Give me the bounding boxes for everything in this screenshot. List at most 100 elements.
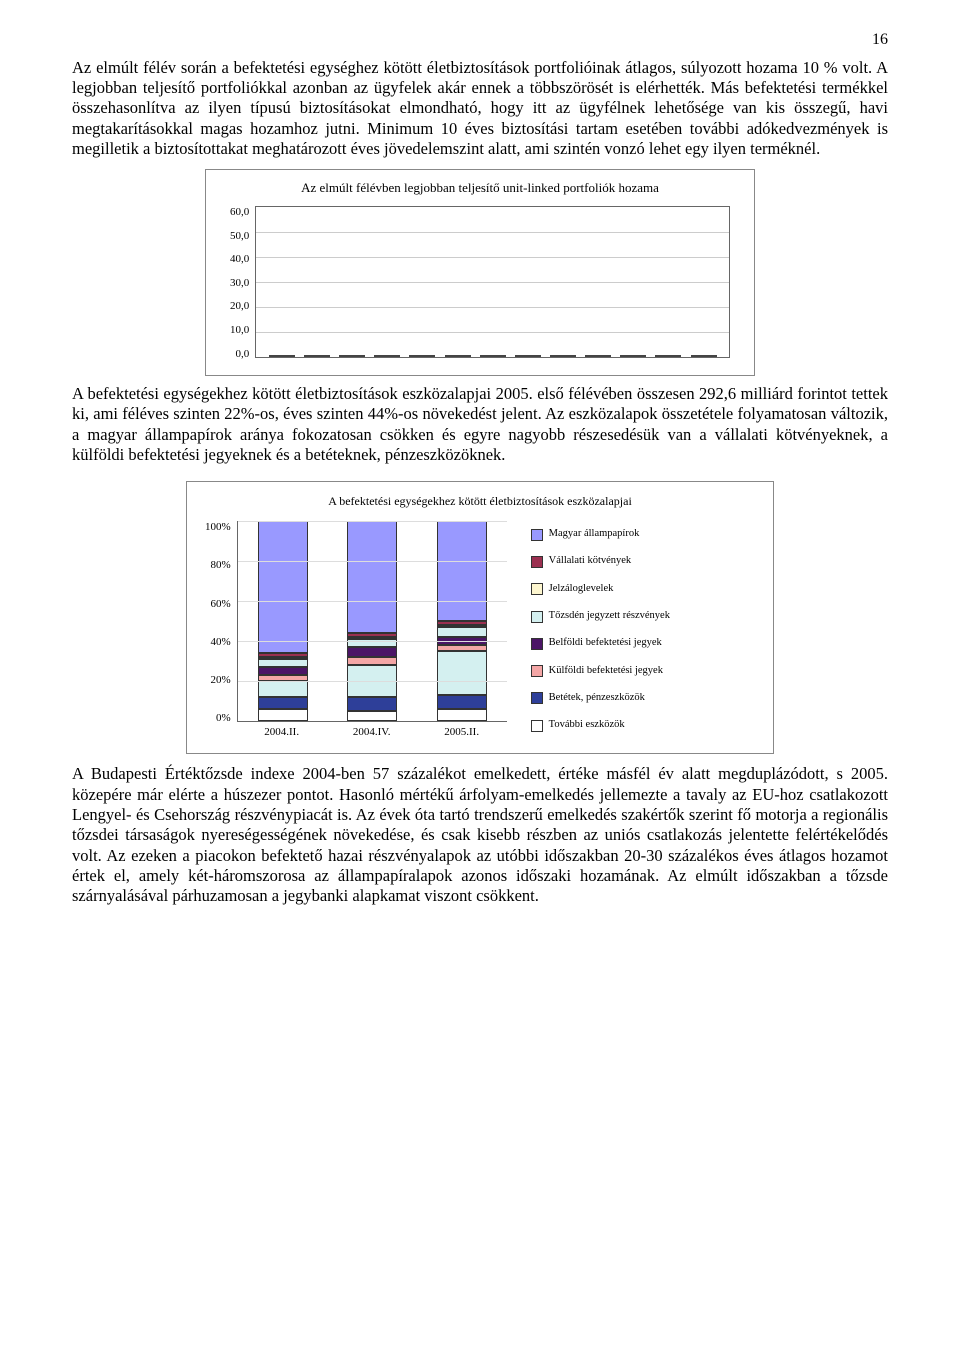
legend-label: Betétek, pénzeszközök (549, 692, 645, 705)
chart2-ytick: 60% (205, 598, 231, 612)
legend-item: Magyar állampapírok (531, 528, 755, 541)
chart1-bar (620, 355, 646, 357)
legend-swatch (531, 583, 543, 595)
chart1-bar (445, 355, 471, 357)
chart2-segment (437, 709, 487, 721)
chart2-segment (258, 659, 308, 667)
chart1-bar-slot (475, 355, 510, 357)
chart1-bar-slot (545, 355, 580, 357)
chart1-bar (655, 355, 681, 357)
chart1-bar (515, 355, 541, 357)
chart1-bar-slot (299, 355, 334, 357)
legend-swatch (531, 638, 543, 650)
chart1-bar-slot (370, 355, 405, 357)
chart2-segment (437, 695, 487, 709)
chart1-bar (585, 355, 611, 357)
chart2-body: 100%80%60%40%20%0% 2004.II.2004.IV.2005.… (205, 521, 755, 740)
chart2-segment (258, 667, 308, 675)
legend-swatch (531, 692, 543, 704)
chart1-bar (691, 355, 717, 357)
chart1-plot (255, 206, 730, 358)
chart2-segment (258, 521, 308, 653)
legend-swatch (531, 611, 543, 623)
chart2-gridline (238, 561, 507, 562)
chart2-ytick: 40% (205, 636, 231, 650)
legend-item: További eszközök (531, 719, 755, 732)
chart1-gridline (256, 232, 729, 233)
chart2-segment (347, 521, 397, 633)
chart2-stacked-bar (437, 521, 487, 721)
chart2-segment (347, 697, 397, 711)
chart2-plot-column: 2004.II.2004.IV.2005.II. (237, 521, 507, 740)
chart2-segment (258, 709, 308, 721)
chart1-bar-slot (510, 355, 545, 357)
chart2-y-axis-labels: 100%80%60%40%20%0% (205, 521, 237, 726)
paragraph-2: A befektetési egységekhez kötött életbiz… (72, 384, 888, 465)
legend-item: Betétek, pénzeszközök (531, 692, 755, 705)
legend-swatch (531, 720, 543, 732)
chart1-ytick: 50,0 (230, 230, 249, 244)
chart2-segment (347, 647, 397, 657)
chart2-xtick: 2005.II. (437, 726, 487, 740)
chart2-segment (347, 711, 397, 721)
chart1-bar (339, 355, 365, 357)
legend-label: Jelzáloglevelek (549, 583, 614, 596)
paragraph-1: Az elmúlt félév során a befektetési egys… (72, 58, 888, 159)
chart-asset-composition: A befektetési egységekhez kötött életbiz… (186, 481, 774, 754)
chart1-ytick: 40,0 (230, 253, 249, 267)
chart1-bar-slot (686, 355, 721, 357)
chart1-bar-slot (440, 355, 475, 357)
chart2-segment (347, 657, 397, 665)
chart2-plot (237, 521, 507, 722)
chart2-ytick: 20% (205, 674, 231, 688)
chart2-segment (437, 521, 487, 621)
chart1-bar (550, 355, 576, 357)
chart1-ytick: 60,0 (230, 206, 249, 220)
chart1-bar (304, 355, 330, 357)
chart1-ytick: 20,0 (230, 300, 249, 314)
chart2-bars (238, 521, 507, 721)
chart1-bar-slot (335, 355, 370, 357)
legend-item: Jelzáloglevelek (531, 583, 755, 596)
page-number: 16 (72, 30, 888, 50)
legend-label: További eszközök (549, 719, 625, 732)
legend-label: Magyar állampapírok (549, 528, 640, 541)
chart1-bar-slot (581, 355, 616, 357)
document-page: 16 Az elmúlt félév során a befektetési e… (0, 0, 960, 942)
chart2-gridline (238, 641, 507, 642)
legend-label: Tőzsdén jegyzett részvények (549, 610, 670, 623)
chart2-stacked-bar (258, 521, 308, 721)
chart1-ytick: 10,0 (230, 324, 249, 338)
legend-item: Tőzsdén jegyzett részvények (531, 610, 755, 623)
chart1-y-axis-labels: 60,050,040,030,020,010,00,0 (230, 206, 255, 361)
chart2-segment (258, 697, 308, 709)
chart2-xtick: 2004.IV. (347, 726, 397, 740)
chart2-title: A befektetési egységekhez kötött életbiz… (205, 494, 755, 509)
chart1-bar (374, 355, 400, 357)
legend-swatch (531, 556, 543, 568)
legend-swatch (531, 665, 543, 677)
chart2-gridline (238, 601, 507, 602)
chart2-legend: Magyar állampapírok Vállalati kötvények Je… (507, 521, 755, 740)
chart2-gridline (238, 681, 507, 682)
chart1-bar (269, 355, 295, 357)
legend-swatch (531, 529, 543, 541)
chart1-bar (480, 355, 506, 357)
legend-item: Külföldi befektetési jegyek (531, 665, 755, 678)
chart1-bar-slot (405, 355, 440, 357)
chart-portfolio-returns: Az elmúlt félévben legjobban teljesítő u… (205, 169, 755, 376)
chart2-ytick: 0% (205, 712, 231, 726)
legend-label: Külföldi befektetési jegyek (549, 665, 663, 678)
legend-item: Belföldi befektetési jegyek (531, 637, 755, 650)
chart2-x-axis-labels: 2004.II.2004.IV.2005.II. (237, 726, 507, 740)
chart1-gridline (256, 257, 729, 258)
chart1-area: 60,050,040,030,020,010,00,0 (230, 206, 730, 361)
chart1-gridline (256, 332, 729, 333)
chart1-bar-slot (616, 355, 651, 357)
chart2-segment (437, 651, 487, 695)
chart1-ytick: 30,0 (230, 277, 249, 291)
chart2-ytick: 100% (205, 521, 231, 535)
legend-label: Belföldi befektetési jegyek (549, 637, 662, 650)
chart1-bar-slot (651, 355, 686, 357)
legend-label: Vállalati kötvények (549, 555, 632, 568)
